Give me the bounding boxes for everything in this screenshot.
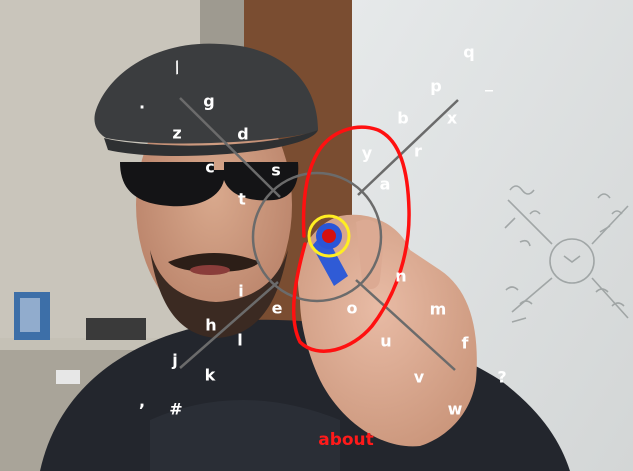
key-label[interactable]: j: [171, 351, 177, 370]
key-label[interactable]: h: [205, 316, 216, 335]
key-label[interactable]: s: [271, 161, 281, 180]
key-label[interactable]: z: [172, 124, 181, 143]
key-label[interactable]: l: [237, 331, 242, 350]
key-label[interactable]: b: [397, 109, 408, 128]
key-label[interactable]: /: [171, 57, 183, 77]
key-label[interactable]: y: [362, 144, 373, 163]
key-label[interactable]: #: [169, 400, 182, 419]
key-label[interactable]: i: [238, 282, 243, 301]
whiteboard-sketch: [504, 185, 629, 323]
key-label[interactable]: q: [463, 43, 474, 62]
key-label[interactable]: k: [205, 366, 216, 385]
key-label[interactable]: u: [380, 332, 391, 351]
key-label[interactable]: d: [237, 125, 248, 144]
key-label[interactable]: c: [205, 158, 214, 177]
key-label[interactable]: v: [414, 368, 425, 387]
key-label[interactable]: p: [430, 77, 441, 96]
gesture-cursor[interactable]: [307, 214, 351, 258]
key-label[interactable]: ?: [497, 368, 506, 387]
key-label[interactable]: a: [380, 175, 391, 194]
key-label[interactable]: o: [347, 299, 358, 318]
key-label[interactable]: x: [447, 109, 458, 128]
gesture-trace: [291, 125, 411, 353]
key-label[interactable]: ,: [139, 392, 145, 411]
center-ring: [251, 171, 383, 303]
key-label[interactable]: t: [238, 190, 246, 209]
key-label[interactable]: f: [462, 334, 470, 353]
shelf-objects: [14, 292, 146, 384]
predicted-word[interactable]: about: [318, 430, 374, 450]
key-label[interactable]: n: [395, 267, 406, 286]
keyboard-guides: [179, 97, 459, 371]
key-label[interactable]: m: [430, 300, 447, 319]
key-label[interactable]: r: [414, 142, 422, 161]
key-label[interactable]: _: [485, 73, 493, 92]
letter-labels: /. g z d c s t q _ p b x y r a i e h l j k, # n o m u f v ? w: [139, 43, 507, 419]
key-label[interactable]: e: [272, 299, 283, 318]
key-label[interactable]: g: [203, 92, 214, 111]
key-label[interactable]: .: [139, 94, 145, 113]
key-label[interactable]: w: [448, 400, 463, 419]
